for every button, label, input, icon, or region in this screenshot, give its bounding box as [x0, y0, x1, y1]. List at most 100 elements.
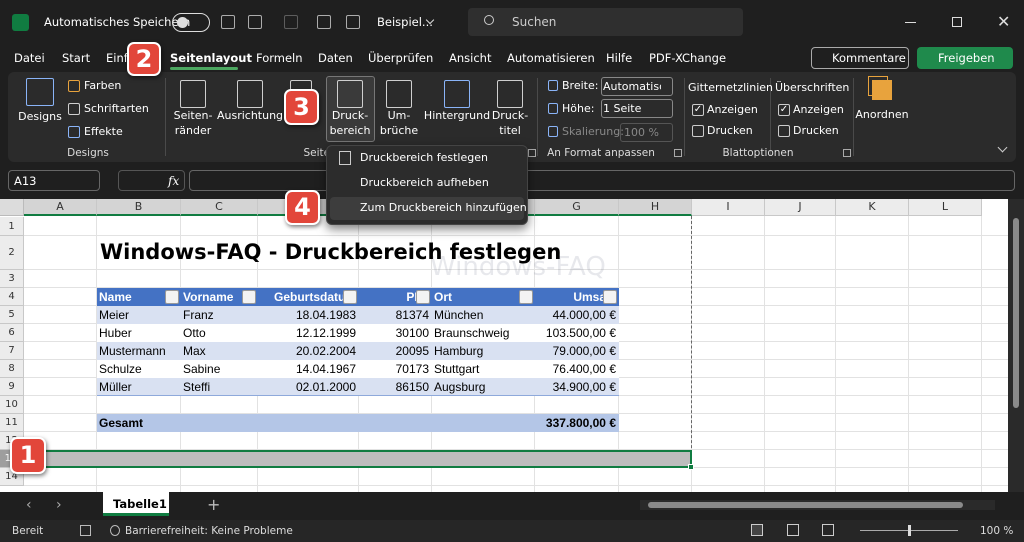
comments-button[interactable] — [811, 47, 909, 69]
undo-icon[interactable] — [248, 15, 262, 29]
form-icon[interactable] — [317, 15, 331, 29]
share-button[interactable] — [917, 47, 1013, 69]
designs-button[interactable]: Designs — [18, 110, 62, 123]
sheet-tab[interactable] — [103, 492, 169, 516]
filter-button[interactable] — [343, 290, 357, 304]
row-header: 4 — [0, 288, 24, 306]
view-button[interactable] — [751, 524, 763, 536]
page-setup-button[interactable]: Um- — [387, 109, 411, 122]
grid-line — [24, 269, 1008, 270]
sheet-tab-label: Tabelle1 — [113, 497, 167, 511]
page-setup-button[interactable]: Seiten- — [173, 109, 213, 122]
menu-tab[interactable]: Automatisieren — [507, 51, 595, 65]
page-setup-button[interactable]: Druck- — [491, 109, 529, 122]
checkbox[interactable] — [778, 125, 790, 137]
checkbox[interactable]: ✓ — [778, 104, 790, 116]
maximize[interactable] — [952, 17, 962, 27]
menu-tab[interactable]: Formeln — [256, 51, 303, 65]
table-header: Name — [99, 290, 132, 304]
arrange-button[interactable]: Anordnen — [855, 108, 909, 121]
column-header: A — [24, 199, 97, 216]
dropdown-item[interactable]: Druckbereich aufheben — [360, 176, 489, 189]
name-box[interactable] — [8, 170, 100, 191]
table-cell: Meier — [99, 308, 130, 322]
designs-icon — [26, 78, 54, 106]
checkbox-label: Drucken — [793, 124, 839, 137]
close[interactable]: ✕ — [997, 12, 1011, 31]
grid-line — [908, 216, 909, 492]
table-cell: Hamburg — [434, 344, 484, 358]
options-heading: Gitternetzlinien — [688, 81, 774, 94]
page-setup-icon — [237, 80, 263, 108]
effects-button[interactable]: Effekte — [84, 125, 123, 138]
filter-button[interactable] — [416, 290, 430, 304]
page-setup-button[interactable]: Hintergrund — [423, 109, 491, 122]
row-header: 3 — [0, 270, 24, 288]
menu-tab[interactable]: Datei — [14, 51, 45, 65]
page-setup-button[interactable]: Ausrichtung — [216, 109, 284, 122]
menu-tab[interactable]: PDF-XChange — [649, 51, 727, 65]
colors-button[interactable]: Farben — [84, 79, 122, 92]
fonts-button[interactable]: Schriftarten — [84, 102, 149, 115]
width-select[interactable] — [601, 77, 673, 96]
menu-tab[interactable]: Hilfe — [606, 51, 633, 65]
table-cell: Franz — [183, 308, 214, 322]
more-icon[interactable] — [346, 15, 360, 29]
scaling-value: 100 % — [624, 126, 659, 139]
grid-line — [24, 235, 1008, 236]
select-all — [0, 199, 24, 216]
view-button[interactable] — [787, 524, 799, 536]
table-cell: Max — [183, 344, 206, 358]
filter-button[interactable] — [165, 290, 179, 304]
colors-icon — [68, 80, 80, 92]
file-name[interactable]: Beispiel... — [377, 15, 433, 29]
width-value: Automatisch — [603, 80, 661, 93]
menu-tab[interactable]: Start — [62, 51, 91, 65]
table-cell: 44.000,00 € — [552, 308, 616, 322]
formula-input[interactable] — [189, 170, 1015, 191]
tab-next[interactable]: › — [56, 497, 62, 513]
checkbox-label: Anzeigen — [793, 103, 844, 116]
page-setup-button[interactable]: brüche — [379, 124, 419, 137]
zoom-thumb[interactable] — [908, 525, 911, 536]
search-box[interactable] — [468, 8, 743, 36]
menu-tab[interactable]: Seitenlayout — [170, 51, 252, 65]
page-setup-button[interactable]: Druck- — [331, 109, 369, 122]
table-cell: 12.12.1999 — [295, 326, 356, 340]
menu-tab[interactable]: Daten — [318, 51, 353, 65]
menu-tab[interactable]: Überprüfen — [368, 51, 434, 65]
filter-button[interactable] — [242, 290, 256, 304]
table-cell: Mustermann — [99, 344, 166, 358]
checkbox[interactable]: ✓ — [692, 104, 704, 116]
ribbon-separator — [770, 78, 771, 156]
height-select[interactable] — [601, 99, 673, 118]
table-cell: 20095 — [395, 344, 429, 358]
dropdown-item[interactable]: Zum Druckbereich hinzufügen — [360, 201, 527, 214]
menu-tab[interactable]: Einf — [106, 51, 128, 65]
minimize[interactable] — [905, 22, 916, 23]
autosave-toggle[interactable] — [172, 13, 210, 32]
dropdown-item[interactable]: Druckbereich festlegen — [360, 151, 488, 164]
column-header: I — [692, 199, 765, 216]
status-bar — [0, 520, 1024, 542]
save-icon[interactable] — [221, 15, 235, 29]
checkbox[interactable] — [692, 125, 704, 137]
table-cell: Steffi — [183, 380, 211, 394]
table-cell: 81374 — [395, 308, 429, 322]
page-setup-button[interactable]: bereich — [329, 124, 371, 137]
filter-button[interactable] — [603, 290, 617, 304]
filter-button[interactable] — [519, 290, 533, 304]
tab-prev[interactable]: ‹ — [26, 497, 32, 513]
view-button[interactable] — [822, 524, 834, 536]
menu-tab[interactable]: Ansicht — [449, 51, 492, 65]
page-setup-button[interactable]: ränder — [174, 124, 212, 137]
grid-line — [24, 287, 1008, 288]
add-sheet[interactable]: + — [207, 495, 221, 514]
redo-icon[interactable] — [284, 15, 298, 29]
page-setup-icon — [444, 80, 470, 108]
accessibility-status[interactable]: Barrierefreiheit: Keine Probleme — [125, 525, 293, 537]
effects-icon — [68, 126, 80, 138]
share-label: Freigeben — [938, 51, 995, 65]
table-cell: 86150 — [395, 380, 429, 394]
page-setup-button[interactable]: titel — [499, 124, 521, 137]
